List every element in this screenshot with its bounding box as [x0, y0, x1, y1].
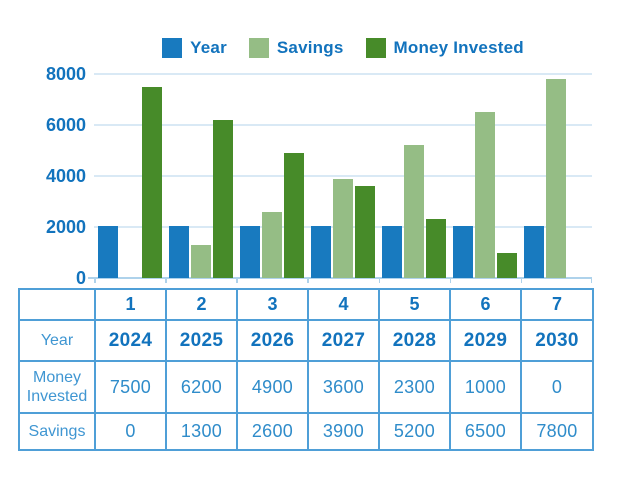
bar-group-1 — [94, 74, 165, 278]
bar-year-5 — [382, 226, 403, 278]
bar-year-6 — [453, 226, 474, 278]
legend-item-savings: Savings — [248, 38, 344, 58]
bar-money-invested-1 — [141, 86, 162, 278]
y-axis-tick-label: 0 — [75, 268, 86, 288]
x-axis-line — [88, 277, 592, 279]
bar-money-invested-4 — [354, 186, 375, 278]
table-cell: 7500 — [94, 360, 167, 414]
x-axis-tick — [378, 278, 381, 283]
table-row-savings: Savings 0 1300 2600 3900 5200 6500 7800 — [18, 412, 594, 451]
y-gridline — [94, 124, 592, 126]
bar-money-invested-5 — [426, 219, 447, 278]
table-cell: 2025 — [165, 319, 238, 362]
bar-savings-6 — [475, 112, 496, 278]
legend-item-money-invested: Money Invested — [365, 38, 524, 58]
bar-year-3 — [239, 226, 260, 278]
bar-savings-3 — [261, 211, 282, 278]
table-cell: 6200 — [165, 360, 238, 414]
y-axis-tick-label: 2000 — [45, 217, 86, 237]
table-row-label: Money Invested — [18, 360, 96, 414]
table-cell: 2300 — [378, 360, 451, 414]
x-axis-tick — [236, 278, 238, 283]
legend-label: Savings — [276, 38, 344, 57]
table-col-header-2: 2 — [165, 288, 238, 321]
legend-item-year: Year — [162, 38, 227, 58]
bar-year-4 — [310, 226, 331, 278]
table-cell: 0 — [94, 412, 167, 451]
table-cell: 1300 — [165, 412, 238, 451]
data-table: 1 2 3 4 5 6 7 Year 2024 2025 2026 2027 2028 2029 2030 M… — [18, 288, 594, 451]
bar-group-7 — [521, 74, 592, 278]
table-row-label: Year — [18, 319, 96, 362]
bar-savings-4 — [332, 178, 353, 278]
table-cell: 5200 — [378, 412, 451, 451]
bar-chart-plot: 0 2000 4000 6000 8000 — [46, 64, 592, 288]
legend-swatch-icon — [365, 38, 386, 58]
bar-group-3 — [236, 74, 307, 278]
table-cell: 4900 — [236, 360, 309, 414]
legend-label: Year — [190, 38, 227, 57]
table-col-header-3: 3 — [236, 288, 309, 321]
bar-savings-5 — [404, 145, 425, 278]
legend-swatch-icon — [248, 38, 269, 58]
bar-money-invested-2 — [212, 119, 233, 278]
x-axis-tick — [307, 278, 309, 283]
table-cell: 2026 — [236, 319, 309, 362]
x-axis-tick — [94, 278, 96, 283]
table-cell: 2600 — [236, 412, 309, 451]
table-cell: 3900 — [307, 412, 380, 451]
table-cell: 2029 — [449, 319, 522, 362]
bar-savings-2 — [190, 244, 211, 278]
bar-money-invested-6 — [497, 252, 518, 278]
table-cell: 2030 — [520, 319, 594, 362]
table-corner-cell — [18, 288, 96, 321]
x-axis-tick — [165, 278, 167, 283]
bar-year-1 — [97, 226, 118, 278]
y-axis-tick-label: 8000 — [45, 64, 86, 84]
legend-swatch-icon — [162, 38, 183, 58]
chart-legend: Year Savings Money Invested — [94, 37, 592, 59]
bar-group-2 — [165, 74, 236, 278]
table-col-header-1: 1 — [94, 288, 167, 321]
table-row-money-invested: Money Invested 7500 6200 4900 3600 2300 1000 0 — [18, 360, 594, 414]
x-axis-tick — [590, 278, 592, 283]
table-row-label: Savings — [18, 412, 96, 451]
table-cell: 2024 — [94, 319, 167, 362]
table-col-header-4: 4 — [307, 288, 380, 321]
table-cell: 6500 — [449, 412, 522, 451]
bar-savings-7 — [546, 79, 567, 278]
bar-year-2 — [168, 226, 189, 278]
table-cell: 0 — [520, 360, 594, 414]
table-col-header-7: 7 — [520, 288, 594, 321]
table-col-header-6: 6 — [449, 288, 522, 321]
table-cell: 7800 — [520, 412, 594, 451]
bar-group-6 — [450, 74, 521, 278]
bar-money-invested-3 — [283, 153, 304, 278]
x-axis-tick — [449, 278, 452, 283]
table-col-header-5: 5 — [378, 288, 451, 321]
table-cell: 3600 — [307, 360, 380, 414]
table-cell: 2028 — [378, 319, 451, 362]
y-axis-tick-label: 6000 — [45, 115, 86, 135]
bar-year-7 — [524, 226, 545, 278]
y-gridline — [94, 73, 592, 75]
legend-label: Money Invested — [393, 38, 524, 57]
y-gridline — [94, 175, 592, 177]
table-row-year: Year 2024 2025 2026 2027 2028 2029 2030 — [18, 319, 594, 362]
table-cell: 1000 — [449, 360, 522, 414]
bar-group-5 — [379, 74, 450, 278]
y-axis-tick-label: 4000 — [45, 166, 86, 186]
x-axis-tick — [520, 278, 523, 283]
table-cell: 2027 — [307, 319, 380, 362]
bar-group-4 — [307, 74, 378, 278]
